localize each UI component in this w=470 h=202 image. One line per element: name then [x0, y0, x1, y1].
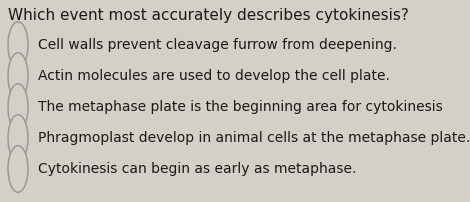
Ellipse shape	[8, 53, 28, 99]
Text: Cytokinesis can begin as early as metaphase.: Cytokinesis can begin as early as metaph…	[38, 162, 356, 176]
Ellipse shape	[8, 146, 28, 192]
Ellipse shape	[8, 115, 28, 161]
Text: Actin molecules are used to develop the cell plate.: Actin molecules are used to develop the …	[38, 69, 390, 83]
Ellipse shape	[8, 22, 28, 68]
Text: Cell walls prevent cleavage furrow from deepening.: Cell walls prevent cleavage furrow from …	[38, 38, 397, 52]
Text: The metaphase plate is the beginning area for cytokinesis: The metaphase plate is the beginning are…	[38, 100, 443, 114]
Text: Phragmoplast develop in animal cells at the metaphase plate.: Phragmoplast develop in animal cells at …	[38, 131, 470, 145]
Ellipse shape	[8, 84, 28, 130]
Text: Which event most accurately describes cytokinesis?: Which event most accurately describes cy…	[8, 8, 409, 23]
